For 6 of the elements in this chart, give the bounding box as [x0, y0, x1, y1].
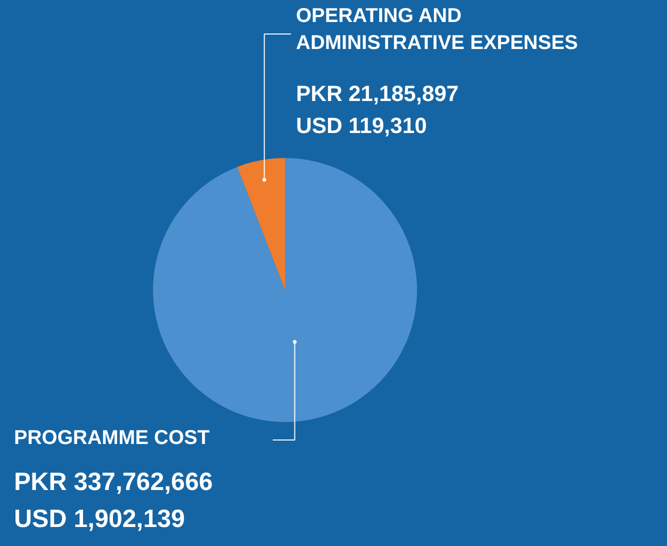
- pie-slice: [153, 158, 417, 422]
- data-label: PKR 337,762,666 USD 1,902,139: [14, 468, 213, 533]
- pie-slice: [237, 158, 285, 290]
- data-label: PKR 21,185,897 USD 119,310: [296, 81, 459, 138]
- slice-label: PROGRAMME COST: [14, 427, 210, 449]
- slice-label: OPERATING AND ADMINISTRATIVE EXPENSES: [296, 5, 578, 54]
